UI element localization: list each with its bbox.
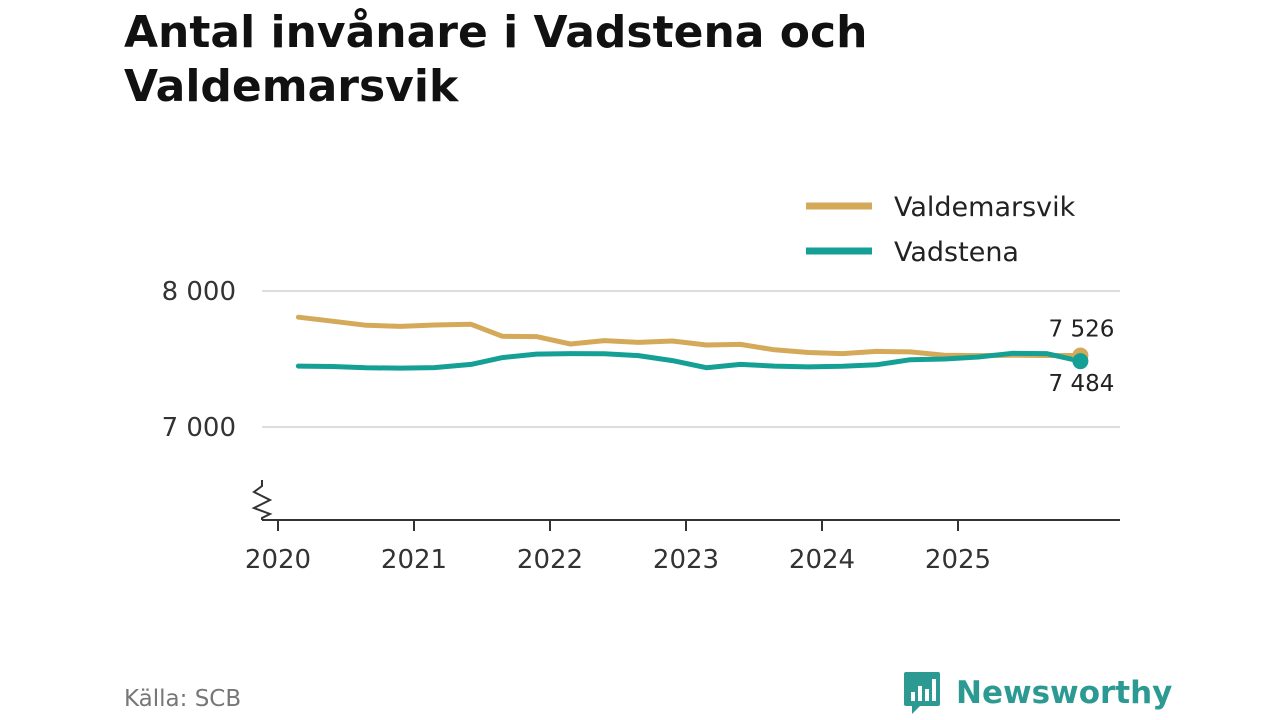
end-label-vadstena: 7 484 <box>1049 371 1115 397</box>
brand-name: Newsworthy <box>956 675 1173 711</box>
x-tick-label-2023: 2023 <box>653 545 719 575</box>
x-tick-label-2024: 2024 <box>789 545 855 575</box>
legend-label-vadstena: Vadstena <box>894 237 1019 268</box>
end-label-valdemarsvik: 7 526 <box>1049 316 1115 342</box>
x-axis: 2020 2021 2022 2023 2024 2025 <box>245 519 1120 575</box>
x-tick-label-2021: 2021 <box>381 545 447 575</box>
series-line-valdemarsvik <box>295 314 1083 359</box>
end-point-vadstena <box>1072 353 1089 370</box>
brand-logo: Newsworthy <box>902 670 1172 716</box>
source-note: Källa: SCB <box>124 686 242 712</box>
end-labels: 7 526 7 484 <box>1049 316 1115 397</box>
grid-lines <box>262 290 1120 428</box>
series-lines <box>295 314 1089 371</box>
series-line-vadstena <box>295 350 1083 371</box>
newsworthy-logo-icon <box>904 672 940 714</box>
y-axis: 7 000 8 000 <box>162 277 273 520</box>
x-tick-label-2022: 2022 <box>517 545 583 575</box>
chart-title: Antal invånare i Vadstena och Valdemarsv… <box>124 7 868 112</box>
legend: Valdemarsvik Vadstena <box>806 192 1076 268</box>
x-tick-label-2025: 2025 <box>925 545 991 575</box>
x-tick-label-2020: 2020 <box>245 545 311 575</box>
y-tick-label-8000: 8 000 <box>162 277 236 307</box>
y-tick-label-7000: 7 000 <box>162 413 236 443</box>
legend-label-valdemarsvik: Valdemarsvik <box>894 192 1076 223</box>
y-axis-break-icon <box>251 480 273 520</box>
